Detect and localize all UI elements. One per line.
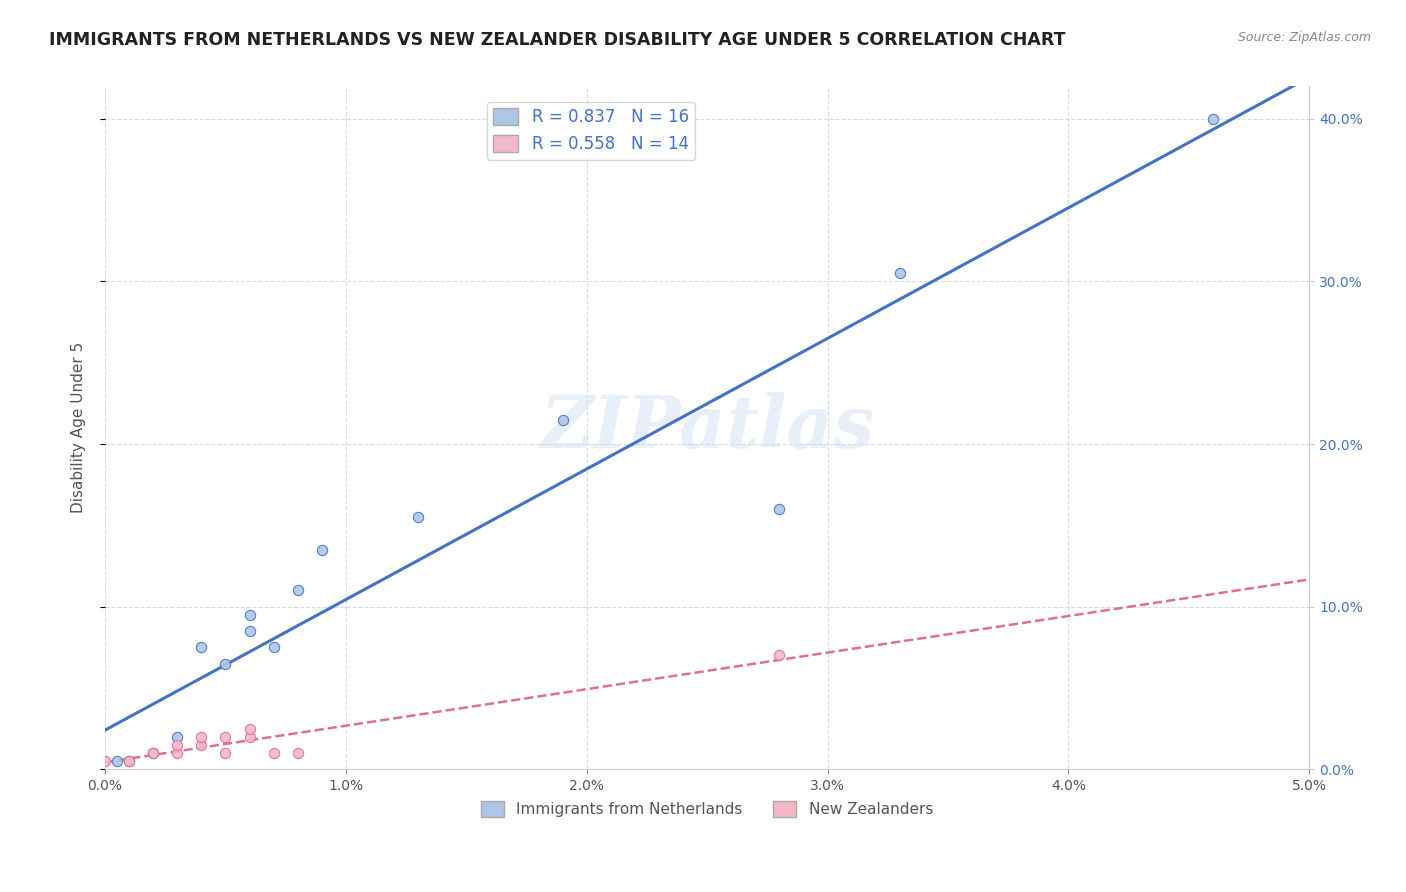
Point [1202,112,1225,126]
Point [166,738,188,752]
Y-axis label: Disability Age Under 5: Disability Age Under 5 [72,343,86,514]
Point [166,746,188,760]
Point [263,746,285,760]
Point [94,754,117,768]
Point [190,730,212,744]
Point [190,738,212,752]
Point [238,722,260,736]
Point [406,510,429,524]
Point [238,607,260,622]
Point [142,746,165,760]
Legend: Immigrants from Netherlands, New Zealanders: Immigrants from Netherlands, New Zealand… [475,795,939,823]
Point [263,640,285,655]
Point [142,746,165,760]
Point [166,730,188,744]
Point [768,502,790,516]
Point [105,754,128,768]
Point [238,624,260,638]
Point [551,413,574,427]
Point [889,266,911,280]
Point [287,746,309,760]
Point [118,754,141,768]
Point [768,648,790,663]
Point [238,730,260,744]
Text: ZIPatlas: ZIPatlas [540,392,875,463]
Point [190,640,212,655]
Point [118,754,141,768]
Point [214,746,236,760]
Point [214,730,236,744]
Text: IMMIGRANTS FROM NETHERLANDS VS NEW ZEALANDER DISABILITY AGE UNDER 5 CORRELATION : IMMIGRANTS FROM NETHERLANDS VS NEW ZEALA… [49,31,1066,49]
Point [287,583,309,598]
Point [214,657,236,671]
Text: Source: ZipAtlas.com: Source: ZipAtlas.com [1237,31,1371,45]
Point [311,542,333,557]
